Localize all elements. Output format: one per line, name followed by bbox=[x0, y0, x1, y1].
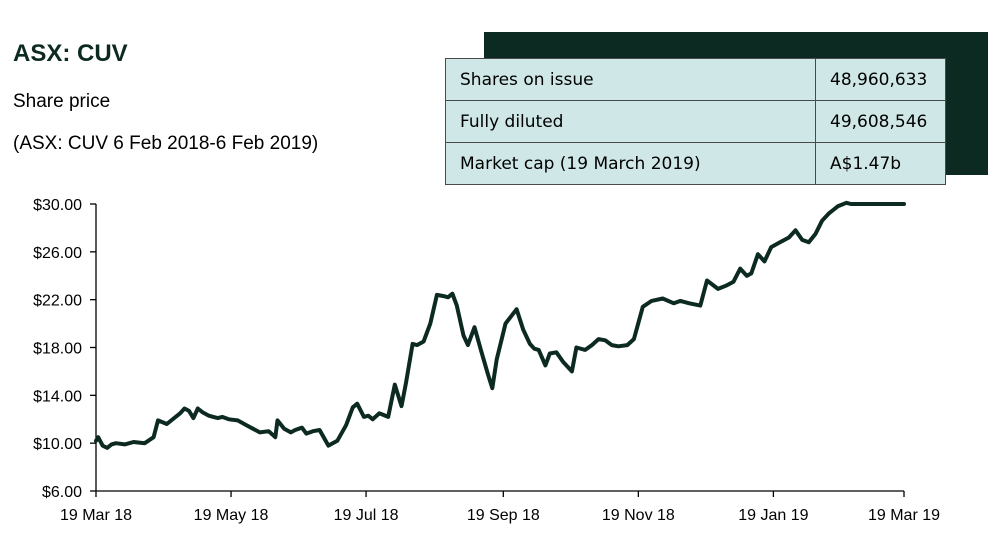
y-axis: $6.00 $10.00 $14.00 $18.00 $22.00 $26.00 $30.0… bbox=[33, 197, 97, 501]
y-tick-label: $18.00 bbox=[33, 341, 82, 358]
stats-value: A$1.47b bbox=[815, 142, 946, 185]
stats-label: Fully diluted bbox=[445, 100, 816, 143]
stats-row-diluted: Fully diluted 49,608,546 bbox=[445, 100, 946, 143]
y-tick-label: $30.00 bbox=[33, 197, 82, 214]
price-series-line bbox=[94, 200, 906, 450]
y-tick-label: $22.00 bbox=[33, 293, 82, 310]
stats-label: Market cap (19 March 2019) bbox=[445, 142, 816, 185]
stats-table: Shares on issue 48,960,633 Fully diluted… bbox=[445, 58, 946, 185]
x-tick-label: 19 Mar 18 bbox=[60, 507, 132, 524]
y-tick-label: $26.00 bbox=[33, 245, 82, 262]
date-range-label: (ASX: CUV 6 Feb 2018-6 Feb 2019) bbox=[13, 133, 319, 154]
page-title: ASX: CUV bbox=[13, 40, 128, 67]
x-tick-label: 19 Jan 19 bbox=[738, 507, 808, 524]
x-tick-label: 19 Sep 18 bbox=[467, 507, 540, 524]
stats-row-market-cap: Market cap (19 March 2019) A$1.47b bbox=[445, 142, 946, 185]
x-tick-label: 19 Mar 19 bbox=[868, 507, 940, 524]
chart-subtitle: Share price bbox=[13, 91, 111, 112]
y-tick-label: $6.00 bbox=[42, 484, 82, 501]
y-tick-label: $10.00 bbox=[33, 436, 82, 453]
x-tick-label: 19 Jul 18 bbox=[334, 507, 399, 524]
stats-value: 49,608,546 bbox=[815, 100, 946, 143]
y-tick-label: $14.00 bbox=[33, 388, 82, 405]
stats-value: 48,960,633 bbox=[815, 58, 946, 101]
stats-row-shares: Shares on issue 48,960,633 bbox=[445, 58, 946, 101]
x-tick-label: 19 Nov 18 bbox=[602, 507, 675, 524]
x-tick-label: 19 May 18 bbox=[194, 507, 269, 524]
x-axis: 19 Mar 18 19 May 18 19 Jul 18 19 Sep 18 19 N… bbox=[60, 490, 940, 524]
stats-label: Shares on issue bbox=[445, 58, 816, 101]
